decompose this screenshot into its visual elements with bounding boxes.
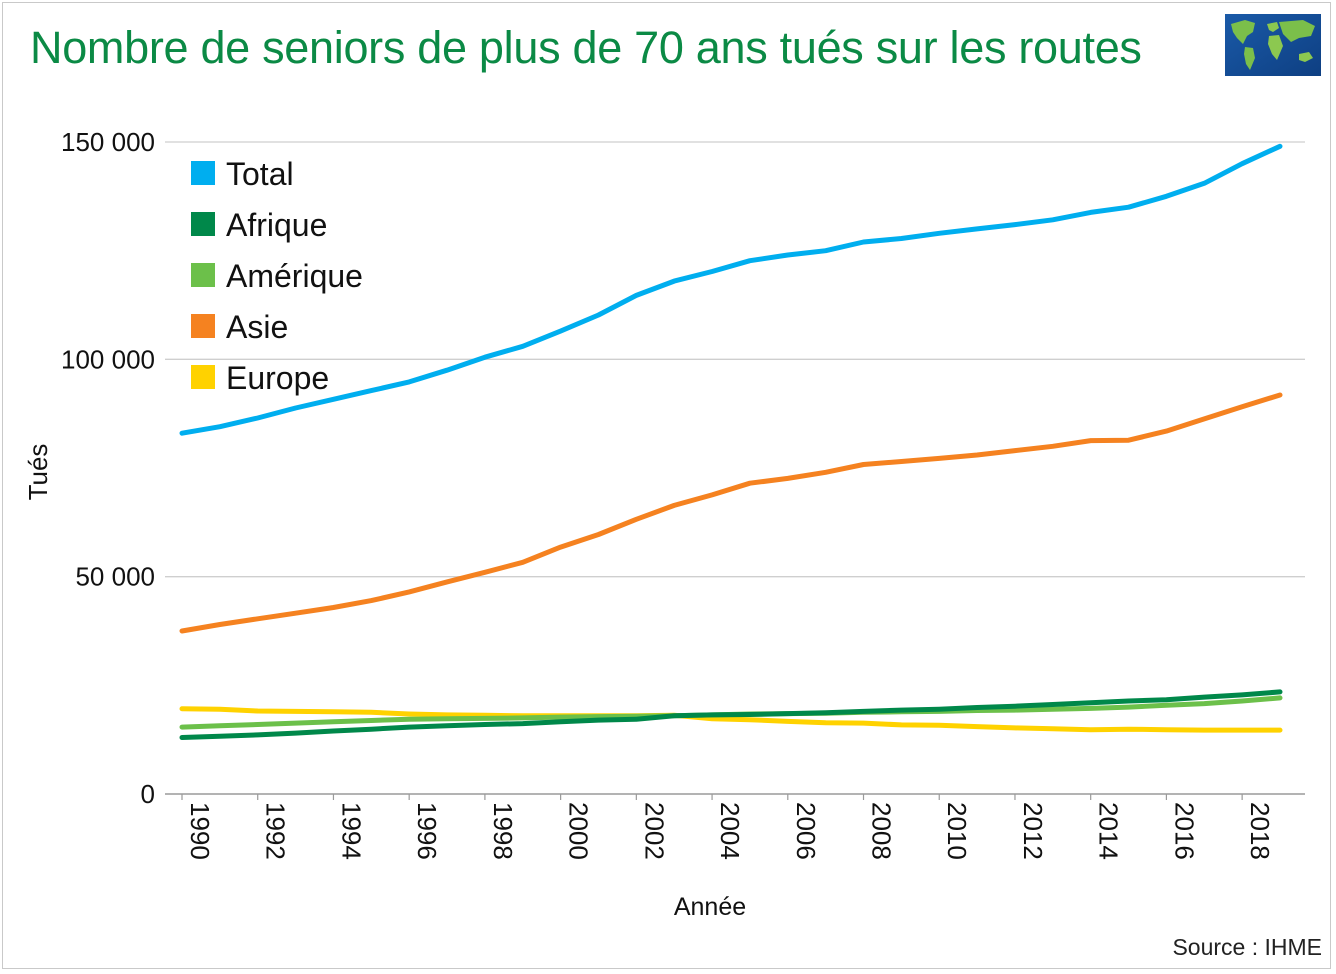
legend-swatch: [191, 212, 215, 236]
legend-swatch: [191, 365, 215, 389]
legend-swatch: [191, 314, 215, 338]
x-tick-label: 2018: [1245, 802, 1275, 860]
x-tick-label: 2002: [639, 802, 669, 860]
series-line-afrique: [179, 689, 1283, 740]
world-map-icon: [1225, 14, 1321, 76]
x-tick-label: 2008: [867, 802, 897, 860]
x-tick-label: 2004: [715, 802, 745, 860]
y-tick-label: 150 000: [61, 127, 155, 157]
legend-label: Total: [226, 156, 294, 192]
legend-label: Amérique: [226, 258, 363, 294]
legend-swatch: [191, 161, 215, 185]
x-tick-label: 2000: [564, 802, 594, 860]
x-axis-label: Année: [674, 893, 746, 921]
x-tick-label: 1990: [185, 802, 215, 860]
legend-label: Afrique: [226, 207, 327, 243]
x-tick-label: 2014: [1094, 802, 1124, 860]
x-tick-label: 2010: [942, 802, 972, 860]
x-tick-label: 1994: [336, 802, 366, 860]
series-line-total: [179, 143, 1283, 436]
x-tick-label: 1992: [261, 802, 291, 860]
x-tick-label: 2012: [1018, 802, 1048, 860]
legend-label: Asie: [226, 309, 288, 345]
source-note: Source : IHME: [1172, 934, 1322, 960]
chart-title: Nombre de seniors de plus de 70 ans tués…: [30, 22, 1142, 73]
y-tick-label: 100 000: [61, 344, 155, 374]
series-line-europe: [179, 706, 1283, 733]
legend-swatch: [191, 263, 215, 287]
series-line-asie: [179, 392, 1283, 634]
x-tick-label: 1996: [412, 802, 442, 860]
x-tick-label: 2016: [1169, 802, 1199, 860]
x-tick-label: 1998: [488, 802, 518, 860]
legend-label: Europe: [226, 360, 329, 396]
x-tick-label: 2006: [791, 802, 821, 860]
y-tick-label: 50 000: [75, 562, 155, 592]
y-tick-label: 0: [141, 779, 155, 809]
y-axis-label: Tués: [23, 444, 53, 501]
